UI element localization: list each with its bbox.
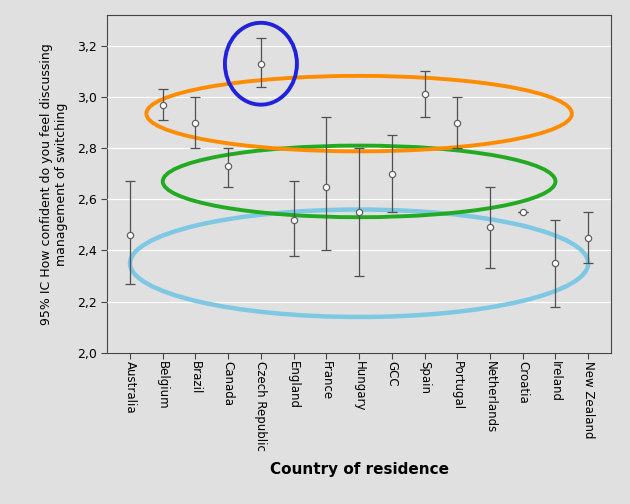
X-axis label: Country of residence: Country of residence (270, 462, 449, 477)
Y-axis label: 95% IC How confident do you feel discussing
management of switching: 95% IC How confident do you feel discuss… (40, 43, 69, 325)
